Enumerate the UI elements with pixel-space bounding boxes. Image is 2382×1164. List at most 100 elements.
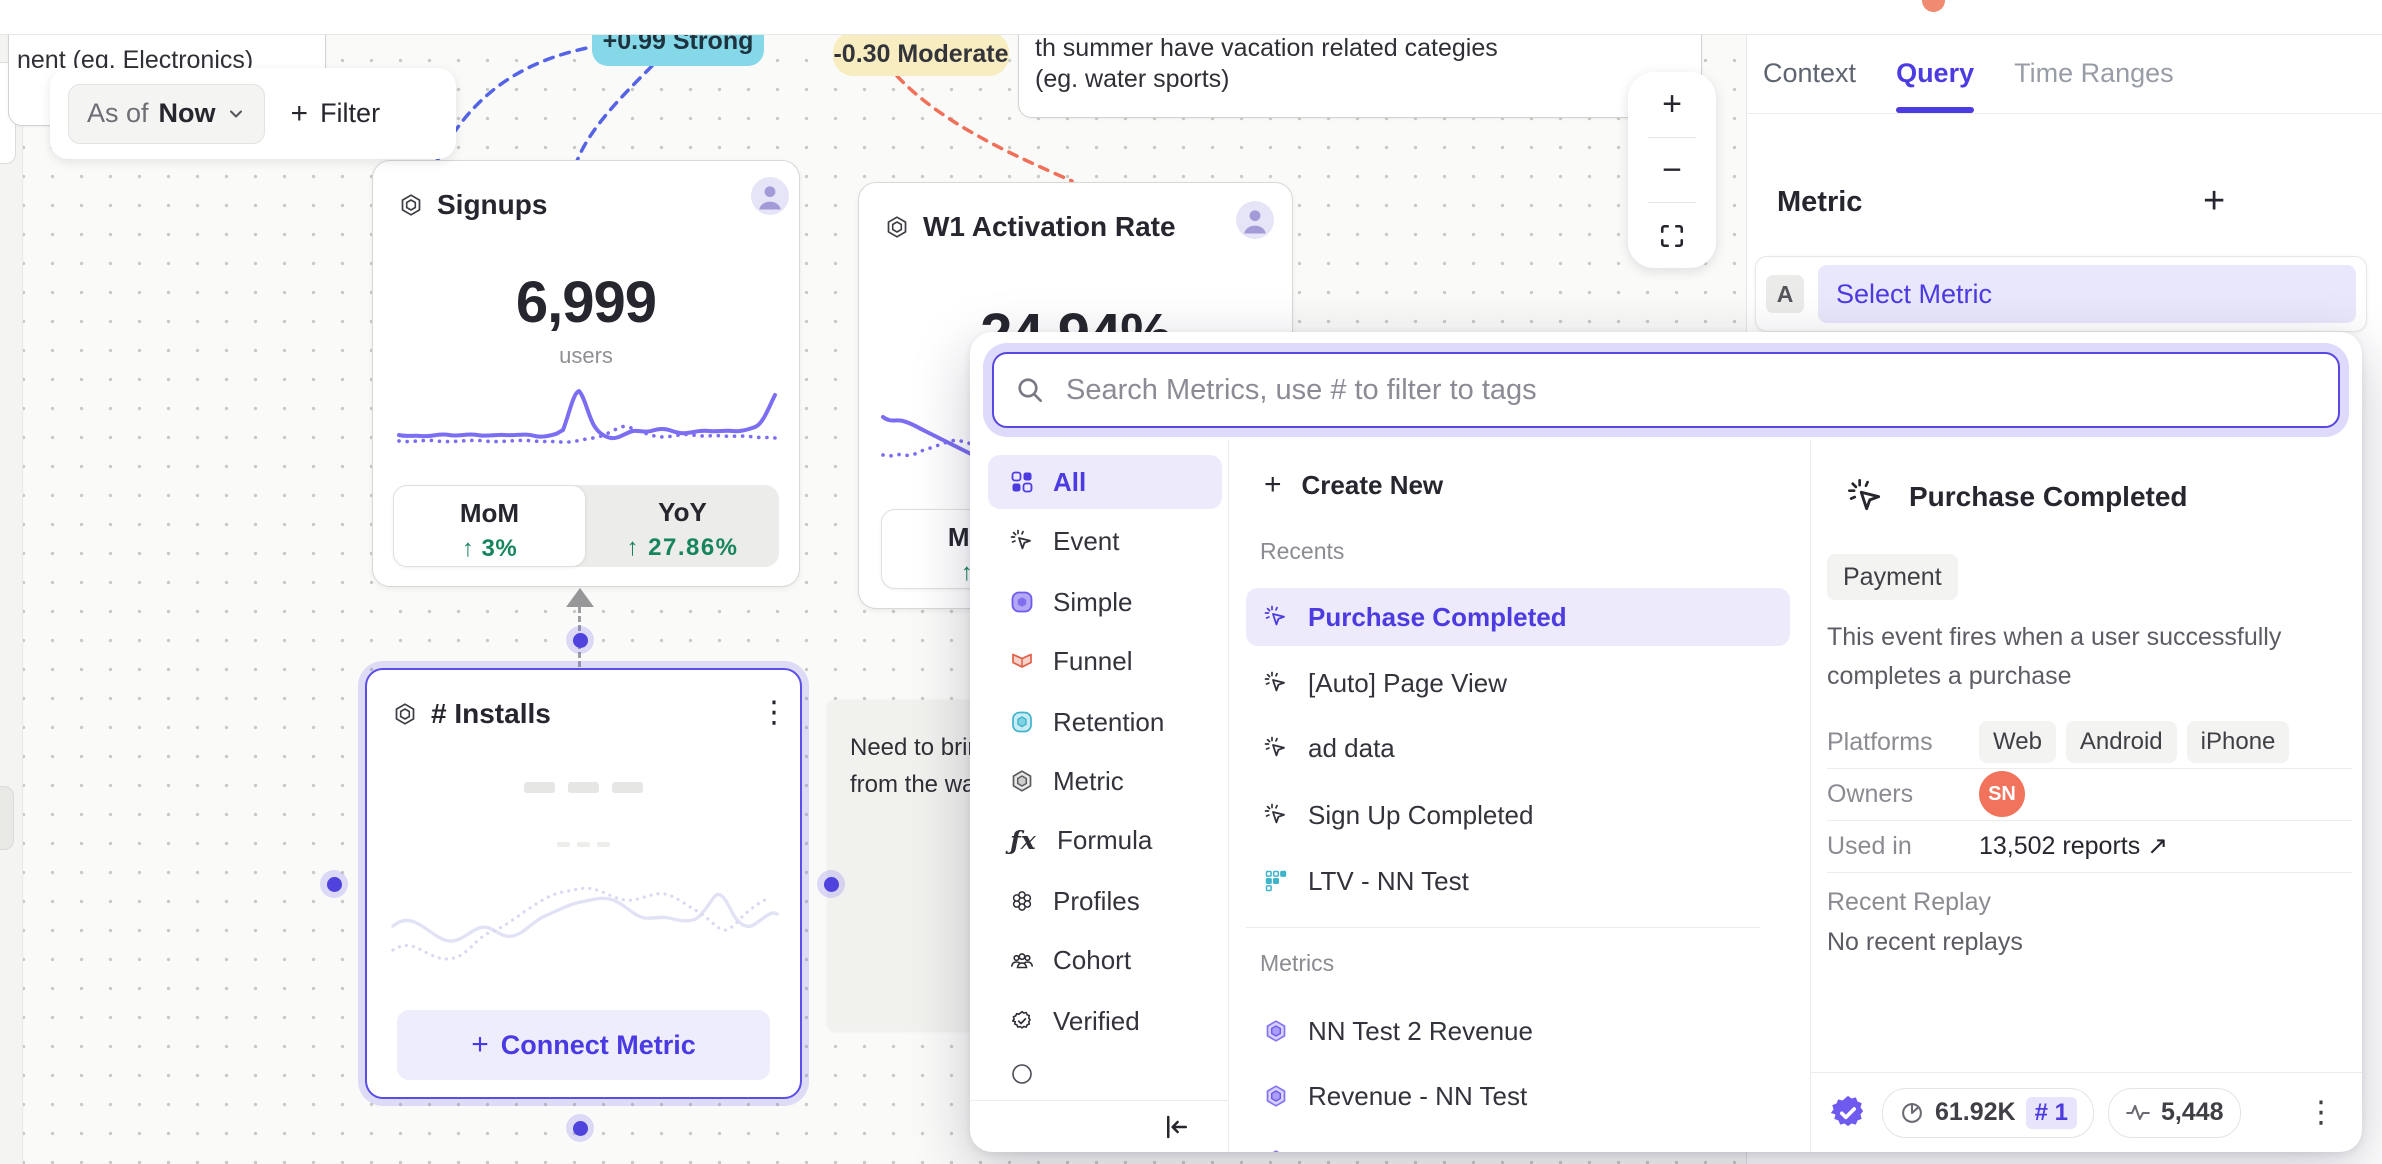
connector-handle-bottom[interactable] [566,1114,594,1142]
used-in-label: Used in [1827,831,1912,860]
activity-count: 5,448 [2161,1098,2224,1126]
category-verified[interactable]: Verified [988,994,1222,1048]
platform-web: Web [1979,721,2056,763]
connect-metric-label: Connect Metric [500,1029,696,1060]
notification-dot [1922,0,1945,12]
category-partial[interactable] [1010,1062,1034,1096]
category-formula[interactable]: ƒx Formula [1010,824,1153,855]
metric-item-partial[interactable] [1246,1132,1790,1152]
cohort-people-icon [1011,953,1033,969]
verified-badge-icon [1011,1010,1031,1029]
funnel-icon [1012,653,1032,668]
collapse-left-icon[interactable] [1162,1112,1192,1142]
search-icon [1018,378,1042,402]
owners-label: Owners [1827,779,1914,808]
toggle-mom[interactable]: MoM ↑ 3% [393,485,586,567]
tab-query[interactable]: Query [1896,34,1975,113]
mom-label: MoM [459,498,520,528]
recent-item-ad-data[interactable]: ad data [1246,719,1790,777]
note-vacation-line2: (eg. water sports) [1035,65,1230,93]
column-divider [1810,440,1811,1152]
category-cohort[interactable]: Cohort [988,933,1222,987]
recent-item-auto-page-view[interactable]: [Auto] Page View [1246,654,1790,712]
rank-badge: # 1 [2025,1096,2077,1129]
metric-row[interactable]: A Select Metric [1755,256,2367,332]
yoy-label: YoY [658,497,707,527]
metric-hexagon-icon [1266,1085,1286,1107]
add-metric-button[interactable]: + [2203,180,2226,222]
zoom-in-button[interactable]: + [1662,84,1682,123]
event-click-icon [1264,605,1285,626]
event-click-icon [1264,803,1285,824]
platform-iphone: iPhone [2186,721,2290,763]
chevron-down-icon [229,110,242,117]
category-funnel[interactable]: Funnel [988,634,1222,688]
left-rail [0,34,23,1164]
retention-icon [1012,711,1032,733]
plus-icon: + [471,1028,489,1061]
toggle-yoy[interactable]: YoY ↑ 27.86% [586,485,779,567]
connector-handle-left[interactable] [320,870,348,898]
metric-value: 6,999 [515,270,657,335]
used-in-reports-link[interactable]: 13,502 reports ↗ [1979,832,2169,860]
card-menu-kebab[interactable]: ⋮ [759,696,789,729]
metric-hexagon-icon [401,194,421,216]
recent-replay-label: Recent Replay [1827,888,1991,916]
tab-context[interactable]: Context [1763,58,1857,88]
category-all[interactable]: All [988,455,1222,509]
platforms-label: Platforms [1827,727,1933,756]
sparkline [397,389,777,444]
yoy-change: ↑ 27.86% [626,534,739,561]
card-installs[interactable]: # Installs ⋮ + Connect Metric [365,668,802,1099]
filter-label: Filter [320,98,381,128]
canvas-toolbar: As of Now + Filter [50,68,456,159]
create-new-button[interactable]: + Create New [1264,468,1444,501]
zoom-controls: + − [1628,72,1716,268]
card-signups[interactable]: Signups 6,999 users MoM ↑ 3% YoY ↑ 27.86… [372,160,800,587]
category-metric[interactable]: Metric [988,754,1222,808]
zoom-out-button[interactable]: − [1662,150,1682,189]
category-profiles[interactable]: Profiles [988,874,1222,928]
event-detail-title: Purchase Completed [1909,481,2188,512]
metric-hexagon-icon [887,216,907,238]
event-click-icon [1848,479,1881,511]
profiles-icon [1012,891,1032,911]
category-event[interactable]: Event [988,514,1222,568]
owners-row: Owners SN [1827,768,2352,821]
event-click-icon [1264,736,1285,757]
note-vacation-line1: th summer have vacation related categies [1035,34,1498,62]
recent-item-sign-up-completed[interactable]: Sign Up Completed [1246,786,1790,844]
event-detail-header: Purchase Completed [1847,478,2188,516]
as-of-label: As of [87,98,149,128]
connector-handle[interactable] [566,626,594,654]
recent-item-purchase-completed[interactable]: Purchase Completed [1246,588,1790,646]
add-filter-button[interactable]: + Filter [281,97,391,131]
event-activity-pill[interactable]: 5,448 [2108,1087,2241,1138]
correlation-badge-moderate: -0.30 Moderate [833,32,1009,76]
card-title: W1 Activation Rate [923,211,1176,242]
used-in-row: Used in 13,502 reports ↗ [1827,820,2352,873]
recent-item-ltv-nn-test[interactable]: LTV - NN Test [1246,852,1790,910]
fullscreen-icon [1660,224,1684,247]
category-footer [970,1100,1228,1152]
metric-item-nn-test-2-revenue[interactable]: NN Test 2 Revenue [1246,1002,1790,1060]
link-arrow-icon: ↗ [2147,832,2169,860]
card-title: Signups [437,189,548,220]
unit-skeleton [367,842,800,847]
owner-avatar: SN [1979,771,2025,817]
search-metrics-input[interactable] [992,352,2340,428]
category-retention[interactable]: Retention [988,695,1222,749]
event-click-icon [1010,529,1031,550]
metric-item-revenue-nn-test[interactable]: Revenue - NN Test [1246,1067,1790,1125]
tab-time-ranges[interactable]: Time Ranges [2014,58,2174,88]
as-of-dropdown[interactable]: As of Now [68,83,265,144]
metric-hexagon-icon [395,703,415,725]
category-simple[interactable]: Simple [988,575,1222,629]
select-metric-field[interactable]: Select Metric [1818,265,2356,323]
connector-handle-right[interactable] [817,870,845,898]
detail-menu-kebab[interactable]: ⋮ [2306,1096,2336,1129]
fit-view-button[interactable] [1628,203,1716,268]
connect-metric-button[interactable]: + Connect Metric [397,1010,770,1080]
event-volume-pill[interactable]: 61.92K # 1 [1882,1087,2094,1138]
